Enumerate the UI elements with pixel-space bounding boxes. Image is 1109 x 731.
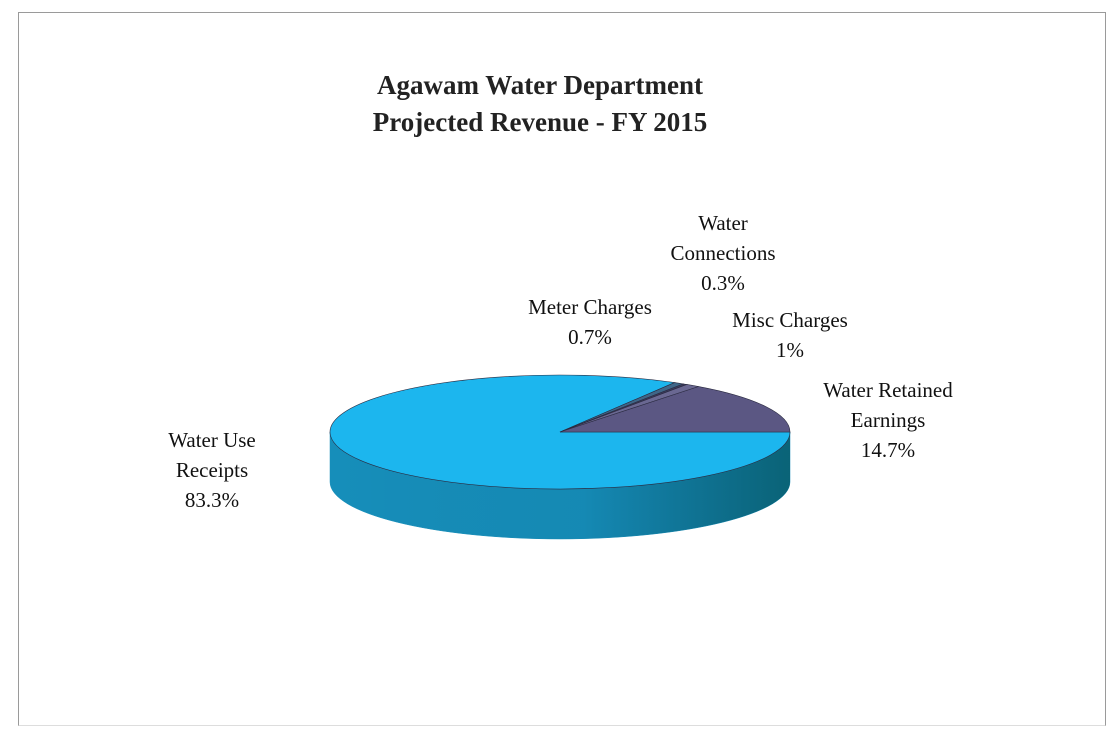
slice-label: Meter Charges 0.7% xyxy=(500,292,680,352)
value-label: 14.7% xyxy=(860,438,916,462)
value-label: 83.3% xyxy=(184,488,240,512)
value-label: 0.7% xyxy=(568,325,612,349)
category-name: Water Connections xyxy=(670,211,776,265)
category-name: Misc Charges xyxy=(732,308,848,332)
pie-side-shade xyxy=(330,432,790,539)
value-label: 0.3% xyxy=(701,271,745,295)
chart-frame xyxy=(18,12,1106,726)
category-name: Water Retained Earnings xyxy=(823,378,953,432)
chart-title: Agawam Water Department xyxy=(377,70,703,100)
slice-label: Water Use Receipts 83.3% xyxy=(152,425,272,515)
value-label: 1% xyxy=(776,338,804,362)
chart-subtitle: Projected Revenue - FY 2015 xyxy=(372,107,708,137)
category-name: Water Use Receipts xyxy=(168,428,256,482)
slice-label: Water Retained Earnings 14.7% xyxy=(793,375,983,465)
category-name: Meter Charges xyxy=(528,295,652,319)
slice-label: Misc Charges 1% xyxy=(705,305,875,365)
slice-label: Water Connections 0.3% xyxy=(653,208,793,298)
pie-slice xyxy=(559,386,791,433)
